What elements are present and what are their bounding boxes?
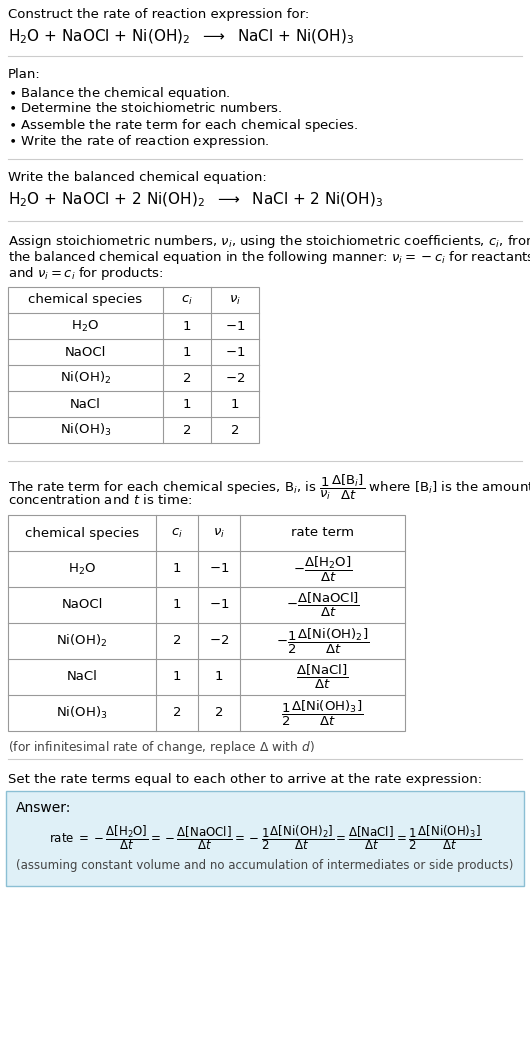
Text: Assign stoichiometric numbers, $\nu_i$, using the stoichiometric coefficients, $: Assign stoichiometric numbers, $\nu_i$, …: [8, 233, 530, 250]
Text: $-1$: $-1$: [209, 598, 229, 612]
Text: $c_i$: $c_i$: [171, 526, 183, 540]
Text: Plan:: Plan:: [8, 68, 41, 81]
Text: $-\dfrac{1}{2}\dfrac{\Delta[\mathrm{Ni(OH)_2}]}{\Delta t}$: $-\dfrac{1}{2}\dfrac{\Delta[\mathrm{Ni(O…: [276, 626, 369, 655]
Text: $-2$: $-2$: [225, 372, 245, 384]
Text: $\nu_i$: $\nu_i$: [213, 526, 225, 540]
Text: H$_2$O: H$_2$O: [72, 319, 100, 333]
Text: Ni(OH)$_2$: Ni(OH)$_2$: [56, 632, 108, 649]
Text: 1: 1: [173, 670, 181, 684]
Text: 1: 1: [183, 397, 191, 411]
Text: $-1$: $-1$: [225, 320, 245, 332]
Text: Answer:: Answer:: [16, 801, 72, 815]
Text: 2: 2: [231, 423, 239, 437]
Bar: [8, 515, 405, 731]
Text: 1: 1: [231, 397, 239, 411]
Text: chemical species: chemical species: [29, 294, 143, 306]
Text: $-\dfrac{\Delta[\mathrm{NaOCl}]}{\Delta t}$: $-\dfrac{\Delta[\mathrm{NaOCl}]}{\Delta …: [286, 591, 359, 619]
Text: $-1$: $-1$: [225, 346, 245, 358]
Text: 2: 2: [215, 706, 223, 719]
Text: $\bullet$ Balance the chemical equation.: $\bullet$ Balance the chemical equation.: [8, 85, 231, 102]
Text: H$_2$O: H$_2$O: [68, 562, 96, 576]
Text: 1: 1: [183, 346, 191, 358]
Text: H$_2$O + NaOCl + Ni(OH)$_2$  $\longrightarrow$  NaCl + Ni(OH)$_3$: H$_2$O + NaOCl + Ni(OH)$_2$ $\longrighta…: [8, 28, 354, 47]
Text: 2: 2: [183, 372, 191, 384]
Text: $\nu_i$: $\nu_i$: [229, 294, 241, 306]
Text: 2: 2: [183, 423, 191, 437]
Text: $\bullet$ Assemble the rate term for each chemical species.: $\bullet$ Assemble the rate term for eac…: [8, 117, 358, 134]
Text: (for infinitesimal rate of change, replace $\Delta$ with $d$): (for infinitesimal rate of change, repla…: [8, 739, 315, 756]
Text: $\bullet$ Determine the stoichiometric numbers.: $\bullet$ Determine the stoichiometric n…: [8, 101, 282, 115]
Text: rate $= -\dfrac{\Delta[\mathrm{H_2O}]}{\Delta t} = -\dfrac{\Delta[\mathrm{NaOCl}: rate $= -\dfrac{\Delta[\mathrm{H_2O}]}{\…: [49, 823, 481, 851]
Text: chemical species: chemical species: [25, 526, 139, 540]
Bar: [8, 287, 259, 443]
Text: 1: 1: [215, 670, 223, 684]
Text: 1: 1: [173, 598, 181, 612]
Text: Write the balanced chemical equation:: Write the balanced chemical equation:: [8, 171, 267, 184]
Text: The rate term for each chemical species, B$_i$, is $\dfrac{1}{\nu_i}\dfrac{\Delt: The rate term for each chemical species,…: [8, 473, 530, 502]
Text: $\dfrac{\Delta[\mathrm{NaCl}]}{\Delta t}$: $\dfrac{\Delta[\mathrm{NaCl}]}{\Delta t}…: [296, 663, 349, 691]
Text: (assuming constant volume and no accumulation of intermediates or side products): (assuming constant volume and no accumul…: [16, 859, 514, 872]
Text: $c_i$: $c_i$: [181, 294, 193, 306]
Text: and $\nu_i = c_i$ for products:: and $\nu_i = c_i$ for products:: [8, 265, 164, 282]
Text: Ni(OH)$_2$: Ni(OH)$_2$: [60, 370, 111, 386]
Text: NaCl: NaCl: [67, 670, 98, 684]
Text: the balanced chemical equation in the following manner: $\nu_i = -c_i$ for react: the balanced chemical equation in the fo…: [8, 249, 530, 266]
Text: Ni(OH)$_3$: Ni(OH)$_3$: [56, 705, 108, 721]
Text: NaOCl: NaOCl: [61, 598, 103, 612]
Text: $\dfrac{1}{2}\dfrac{\Delta[\mathrm{Ni(OH)_3}]}{\Delta t}$: $\dfrac{1}{2}\dfrac{\Delta[\mathrm{Ni(OH…: [281, 698, 364, 727]
Text: $-1$: $-1$: [209, 563, 229, 575]
Text: $-\dfrac{\Delta[\mathrm{H_2O}]}{\Delta t}$: $-\dfrac{\Delta[\mathrm{H_2O}]}{\Delta t…: [293, 554, 352, 584]
Text: Set the rate terms equal to each other to arrive at the rate expression:: Set the rate terms equal to each other t…: [8, 773, 482, 786]
Text: Ni(OH)$_3$: Ni(OH)$_3$: [60, 422, 111, 438]
Text: 1: 1: [183, 320, 191, 332]
Text: concentration and $t$ is time:: concentration and $t$ is time:: [8, 493, 192, 507]
Text: NaOCl: NaOCl: [65, 346, 106, 358]
Text: Construct the rate of reaction expression for:: Construct the rate of reaction expressio…: [8, 8, 309, 21]
Text: H$_2$O + NaOCl + 2 Ni(OH)$_2$  $\longrightarrow$  NaCl + 2 Ni(OH)$_3$: H$_2$O + NaOCl + 2 Ni(OH)$_2$ $\longrigh…: [8, 191, 383, 209]
Bar: [6, 791, 524, 886]
Text: rate term: rate term: [291, 526, 354, 540]
Text: 2: 2: [173, 635, 181, 647]
Text: $-2$: $-2$: [209, 635, 229, 647]
Text: $\bullet$ Write the rate of reaction expression.: $\bullet$ Write the rate of reaction exp…: [8, 133, 270, 150]
Text: NaCl: NaCl: [70, 397, 101, 411]
Text: 2: 2: [173, 706, 181, 719]
Text: 1: 1: [173, 563, 181, 575]
